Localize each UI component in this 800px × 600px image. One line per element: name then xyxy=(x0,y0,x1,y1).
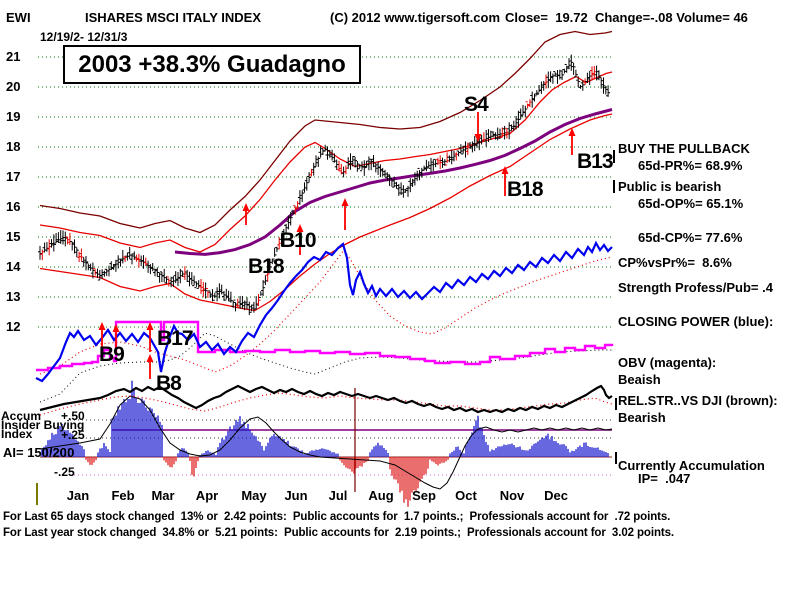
gain-banner: 2003 +38.3% Guadagno xyxy=(63,45,361,84)
